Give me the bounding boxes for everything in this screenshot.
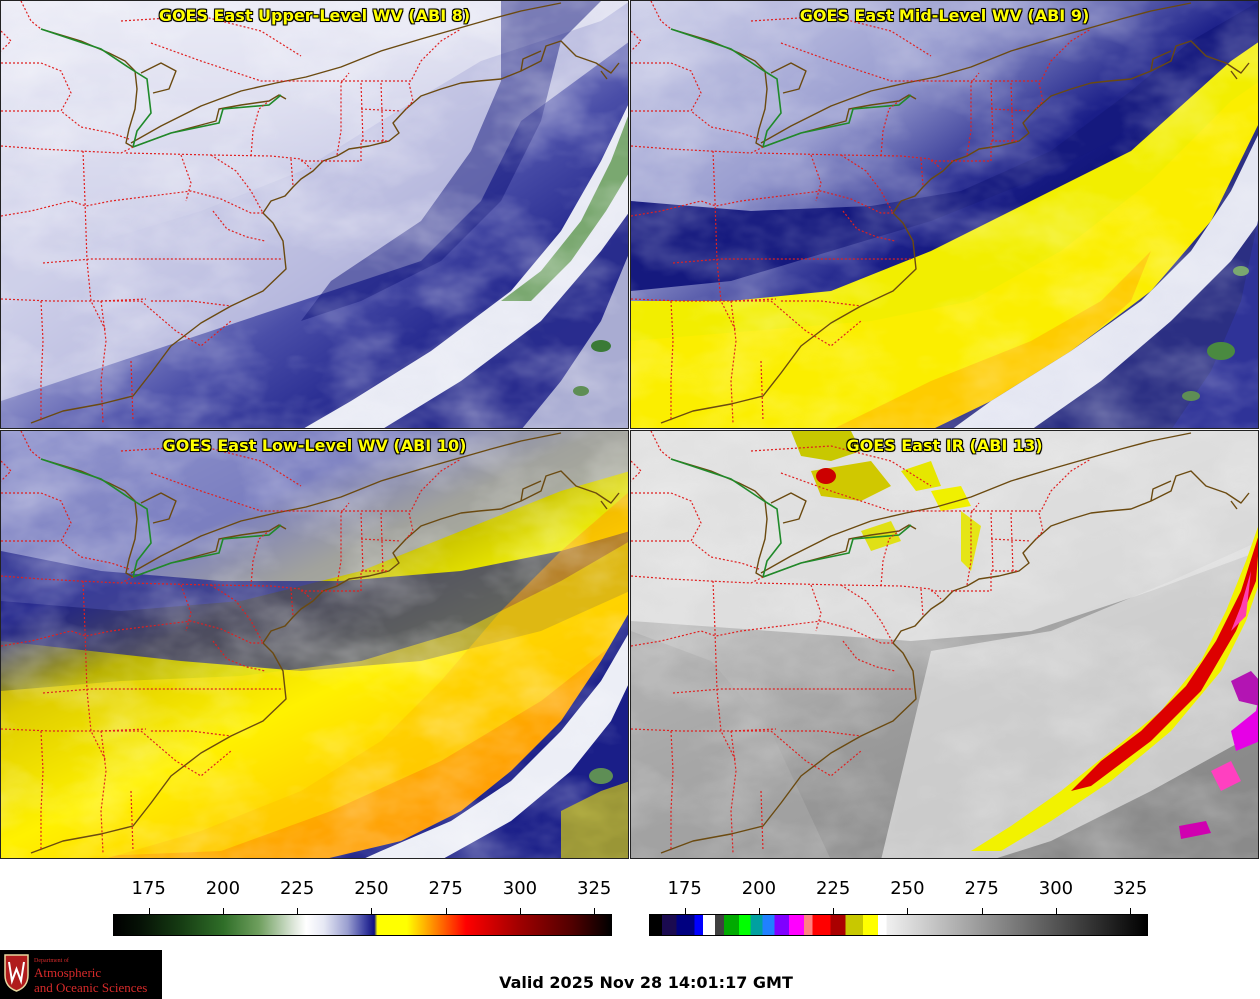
- water-vapor-tick-mark: [371, 908, 373, 914]
- infrared-tick-label: 325: [1112, 878, 1148, 899]
- infrared-tick-label: 275: [964, 878, 999, 899]
- water-vapor-tick-label: 175: [131, 878, 166, 899]
- water-vapor-tick-label: 325: [576, 878, 612, 899]
- water-vapor-tick-label: 300: [502, 878, 538, 899]
- infrared-tick-mark: [758, 908, 760, 914]
- valid-time: Valid 2025 Nov 28 14:01:17 GMT: [499, 973, 793, 992]
- uw-crest-icon: [4, 954, 29, 992]
- mid-level-wv-image: [631, 1, 1258, 428]
- infrared-tick-label: 300: [1038, 878, 1074, 899]
- water-vapor-tick-mark: [519, 908, 521, 914]
- panel-title-low-level: GOES East Low-Level WV (ABI 10): [162, 436, 467, 455]
- panel-infrared: GOES East IR (ABI 13): [630, 430, 1259, 859]
- infrared-tick-label: 225: [815, 878, 851, 899]
- infrared-tick-label: 200: [741, 878, 777, 899]
- infrared-tick-mark: [981, 908, 983, 914]
- panel-title-infrared: GOES East IR (ABI 13): [846, 436, 1043, 455]
- infrared-tick-label: 175: [667, 878, 702, 899]
- panel-upper-level-wv: GOES East Upper-Level WV (ABI 8): [0, 0, 629, 429]
- water-vapor-tick-mark: [297, 908, 299, 914]
- panel-mid-level-wv: GOES East Mid-Level WV (ABI 9): [630, 0, 1259, 429]
- panel-title-mid-level: GOES East Mid-Level WV (ABI 9): [799, 6, 1090, 25]
- infrared-colorbar: 175 200 225 250 275 300 325: [649, 878, 1148, 936]
- infrared-tick-mark: [833, 908, 835, 914]
- low-level-wv-image: [1, 431, 628, 858]
- water-vapor-tick-label: 250: [354, 878, 389, 899]
- water-vapor-colorbar: 175 200 225 250 275 300 325: [113, 878, 612, 936]
- logo-department-text: Department of: [34, 958, 69, 964]
- panel-title-upper-level: GOES East Upper-Level WV (ABI 8): [158, 6, 471, 25]
- infrared-tick-mark: [684, 908, 686, 914]
- water-vapor-tick-mark: [445, 908, 447, 914]
- water-vapor-colorbar-gradient: [113, 914, 612, 936]
- water-vapor-colorbar-ticks: 175 200 225 250 275 300 325: [113, 878, 612, 914]
- water-vapor-tick-mark: [222, 908, 224, 914]
- aos-logo: Department of Atmospheric and Oceanic Sc…: [0, 950, 162, 999]
- infrared-tick-mark: [1055, 908, 1057, 914]
- water-vapor-tick-mark: [594, 908, 596, 914]
- water-vapor-tick-label: 200: [205, 878, 241, 899]
- panel-low-level-wv: GOES East Low-Level WV (ABI 10): [0, 430, 629, 859]
- upper-level-wv-image: [1, 1, 628, 428]
- infrared-image: [631, 431, 1258, 858]
- infrared-tick-mark: [907, 908, 909, 914]
- infrared-tick-label: 250: [890, 878, 925, 899]
- water-vapor-tick-mark: [148, 908, 150, 914]
- water-vapor-tick-label: 275: [428, 878, 463, 899]
- infrared-colorbar-ticks: 175 200 225 250 275 300 325: [649, 878, 1148, 914]
- logo-line1-text: Atmospheric: [34, 965, 102, 980]
- water-vapor-tick-label: 225: [279, 878, 315, 899]
- logo-line2-text: and Oceanic Sciences: [34, 980, 148, 995]
- infrared-colorbar-gradient: [649, 914, 1148, 936]
- infrared-tick-mark: [1130, 908, 1132, 914]
